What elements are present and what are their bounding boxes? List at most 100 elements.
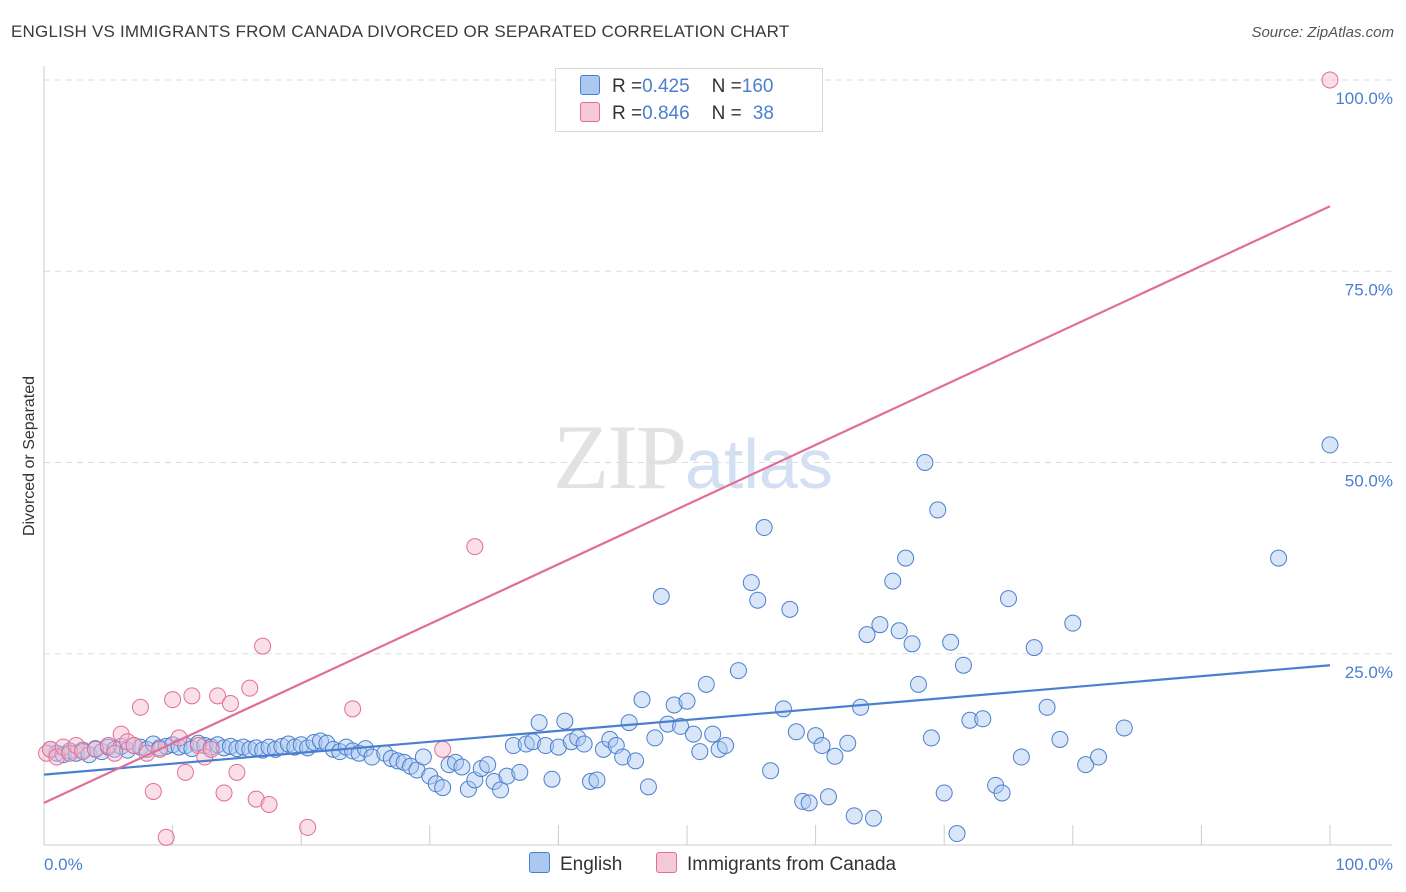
trend-lines <box>43 205 1331 804</box>
english-point <box>1051 730 1069 748</box>
english-point <box>884 572 902 590</box>
english-point <box>787 723 805 741</box>
english-point <box>614 748 632 766</box>
english-trendline <box>43 664 1331 776</box>
english-point <box>131 738 149 756</box>
english-point <box>234 738 252 756</box>
legend-row-canada: R = 0.846 N = 38 <box>580 102 774 126</box>
x-tick-label: 100.0% <box>1335 855 1393 874</box>
y-tick-label: 25.0% <box>1345 663 1393 682</box>
x-tick-label: 0.0% <box>44 855 83 874</box>
english-point <box>620 714 638 732</box>
english-point <box>311 732 329 750</box>
english-point <box>762 762 780 780</box>
english-point <box>672 717 690 735</box>
legend-r-value: 0.846 <box>642 103 690 124</box>
english-point <box>389 752 407 770</box>
english-point <box>794 792 812 810</box>
english-point <box>852 698 870 716</box>
english-point <box>1090 748 1108 766</box>
source-label: Source: ZipAtlas.com <box>1251 24 1394 41</box>
english-point <box>1115 719 1133 737</box>
legend-r-label: R = <box>612 103 643 124</box>
english-point <box>826 747 844 765</box>
english-point <box>363 748 381 766</box>
english-point <box>697 675 715 693</box>
canada-point <box>254 637 272 655</box>
legend-n-label: N = <box>711 103 742 124</box>
english-point <box>974 710 992 728</box>
english-point <box>678 692 696 710</box>
legend-n-value: 38 <box>752 103 774 124</box>
canada-point <box>176 763 194 781</box>
english-point <box>440 756 458 774</box>
canada-point <box>466 538 484 556</box>
canada-point <box>106 744 124 762</box>
english-point <box>864 809 882 827</box>
english-point <box>781 600 799 618</box>
english-point <box>800 794 818 812</box>
canada-point <box>344 700 362 718</box>
english-point <box>453 758 471 776</box>
english-point <box>916 454 934 471</box>
canada-point <box>221 694 239 712</box>
english-point <box>517 735 535 753</box>
canada-point <box>144 782 162 800</box>
english-point <box>594 740 612 758</box>
english-point <box>639 778 657 796</box>
english-point <box>286 738 304 756</box>
english-point <box>954 656 972 674</box>
english-point <box>530 714 548 732</box>
canada-points <box>38 71 1339 846</box>
canada-point <box>209 687 227 705</box>
english-point <box>485 773 503 791</box>
english-point <box>479 756 497 774</box>
legend-n-value: 160 <box>741 76 774 97</box>
bottom-legend-label-canada: Immigrants from Canada <box>687 854 897 875</box>
bottom-legend-canada: Immigrants from Canada <box>656 852 896 876</box>
english-point <box>652 587 670 605</box>
legend-swatch-canada <box>580 102 600 122</box>
canada-point <box>125 737 143 755</box>
bottom-legend-swatch-canada <box>656 852 677 873</box>
english-point <box>807 727 825 745</box>
english-point <box>1000 590 1017 608</box>
y-tick-label: 50.0% <box>1345 472 1393 491</box>
canada-point <box>183 687 201 705</box>
english-point <box>627 752 645 770</box>
english-point <box>582 773 600 791</box>
english-point <box>434 779 452 797</box>
english-point <box>344 742 362 760</box>
canada-point <box>299 818 317 836</box>
english-point <box>858 626 876 644</box>
english-point <box>1077 756 1095 774</box>
english-point <box>813 737 831 755</box>
canada-point <box>247 790 265 808</box>
english-point <box>922 729 940 747</box>
watermark-zip: ZIP <box>553 406 687 508</box>
english-point <box>537 737 555 755</box>
english-point <box>221 737 239 755</box>
canada-point <box>164 691 182 709</box>
english-point <box>774 700 792 718</box>
english-point <box>543 770 561 788</box>
legend-r-label: R = <box>612 76 643 97</box>
english-point <box>228 740 246 758</box>
english-point <box>305 733 323 751</box>
english-point <box>942 633 960 651</box>
bottom-legend-label-english: English <box>560 854 623 875</box>
english-point <box>717 737 735 755</box>
legend-n-label: N = <box>711 76 742 97</box>
axes <box>43 66 1392 846</box>
y-tick-label: 100.0% <box>1335 89 1393 108</box>
english-point <box>897 549 915 567</box>
canada-point <box>74 743 92 761</box>
english-point <box>575 735 593 753</box>
english-point <box>1321 436 1339 454</box>
english-point <box>993 784 1011 802</box>
english-point <box>729 662 747 680</box>
english-point <box>459 780 477 798</box>
english-points <box>41 436 1339 843</box>
english-point <box>1064 614 1082 632</box>
canada-point <box>131 698 149 716</box>
